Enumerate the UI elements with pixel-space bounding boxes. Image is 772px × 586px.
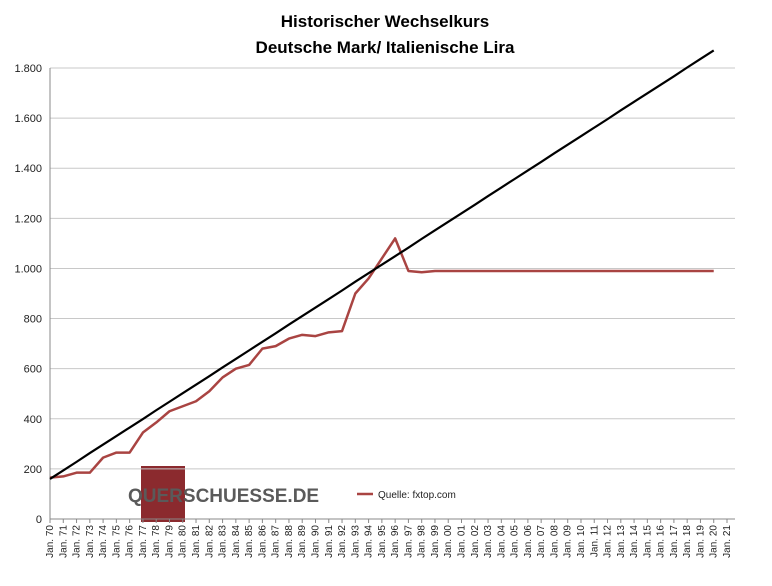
x-tick-label: Jan. 75 <box>111 525 122 558</box>
x-tick-label: Jan. 83 <box>218 525 229 558</box>
series-line <box>49 49 715 480</box>
x-tick-label: Jan. 02 <box>470 525 481 558</box>
x-tick-label: Jan. 96 <box>390 525 401 558</box>
x-tick-label: Jan. 12 <box>603 525 614 558</box>
x-tick-label: Jan. 08 <box>549 525 560 558</box>
logo: QUERSCHUESSE.DE <box>128 486 319 507</box>
x-tick-label: Jan. 72 <box>72 525 83 558</box>
x-tick-label: Jan. 17 <box>669 525 680 558</box>
x-tick-label: Jan. 03 <box>483 525 494 558</box>
y-tick-label: 1.000 <box>14 263 42 275</box>
x-tick-label: Jan. 95 <box>377 525 388 558</box>
x-tick-label: Jan. 84 <box>231 525 242 558</box>
x-tick-label: Jan. 98 <box>417 525 428 558</box>
x-tick-label: Jan. 14 <box>629 525 640 558</box>
x-tick-label: Jan. 97 <box>403 525 414 558</box>
x-tick-label: Jan. 78 <box>151 525 162 558</box>
y-tick-label: 1.600 <box>14 113 42 125</box>
y-tick-label: 400 <box>24 414 42 426</box>
chart-subtitle: Deutsche Mark/ Italienische Lira <box>256 38 515 57</box>
x-tick-label: Jan. 88 <box>284 525 295 558</box>
x-tick-label: Jan. 01 <box>457 525 468 558</box>
x-tick-label: Jan. 13 <box>616 525 627 558</box>
x-tick-label: Jan. 05 <box>510 525 521 558</box>
x-tick-label: Jan. 86 <box>257 525 268 558</box>
logo-mark <box>141 466 185 522</box>
y-tick-label: 800 <box>24 314 42 326</box>
x-tick-label: Jan. 09 <box>563 525 574 558</box>
x-tick-label: Jan. 70 <box>45 525 56 558</box>
x-tick-label: Jan. 93 <box>350 525 361 558</box>
x-tick-label: Jan. 91 <box>324 525 335 558</box>
x-tick-label: Jan. 19 <box>695 525 706 558</box>
x-tick-label: Jan. 04 <box>496 525 507 558</box>
x-tick-label: Jan. 16 <box>656 525 667 558</box>
x-tick-label: Jan. 11 <box>589 525 600 557</box>
x-tick-label: Jan. 89 <box>297 525 308 558</box>
x-tick-label: Jan. 10 <box>576 525 587 558</box>
x-tick-label: Jan. 82 <box>204 525 215 558</box>
x-tick-label: Jan. 94 <box>364 525 375 558</box>
x-tick-label: Jan. 21 <box>722 525 733 558</box>
x-tick-label: Jan. 99 <box>430 525 441 558</box>
x-tick-label: Jan. 00 <box>443 525 454 558</box>
y-tick-label: 1.200 <box>14 213 42 225</box>
legend-label: Quelle: fxtop.com <box>378 490 456 501</box>
x-tick-label: Jan. 85 <box>244 525 255 558</box>
x-tick-label: Jan. 90 <box>310 525 321 558</box>
y-tick-label: 0 <box>36 514 42 526</box>
y-tick-label: 1.400 <box>14 163 42 175</box>
x-tick-label: Jan. 80 <box>178 525 189 558</box>
x-tick-label: Jan. 71 <box>58 525 69 558</box>
y-tick-label: 200 <box>24 464 42 476</box>
y-tick-label: 600 <box>24 364 42 376</box>
x-tick-label: Jan. 87 <box>271 525 282 558</box>
x-tick-label: Jan. 74 <box>98 525 109 558</box>
x-tick-label: Jan. 77 <box>138 525 149 558</box>
x-tick-label: Jan. 20 <box>709 525 720 558</box>
x-tick-label: Jan. 07 <box>536 525 547 558</box>
x-tick-label: Jan. 79 <box>164 525 175 558</box>
x-tick-label: Jan. 76 <box>125 525 136 558</box>
chart-title: Historischer Wechselkurs <box>281 12 490 31</box>
x-tick-label: Jan. 15 <box>642 525 653 558</box>
x-tick-label: Jan. 73 <box>85 525 96 558</box>
x-tick-label: Jan. 81 <box>191 525 202 558</box>
x-tick-label: Jan. 06 <box>523 525 534 558</box>
x-tick-label: Jan. 92 <box>337 525 348 558</box>
series-line <box>49 237 714 479</box>
x-tick-label: Jan. 18 <box>682 525 693 558</box>
y-tick-label: 1.800 <box>14 63 42 75</box>
